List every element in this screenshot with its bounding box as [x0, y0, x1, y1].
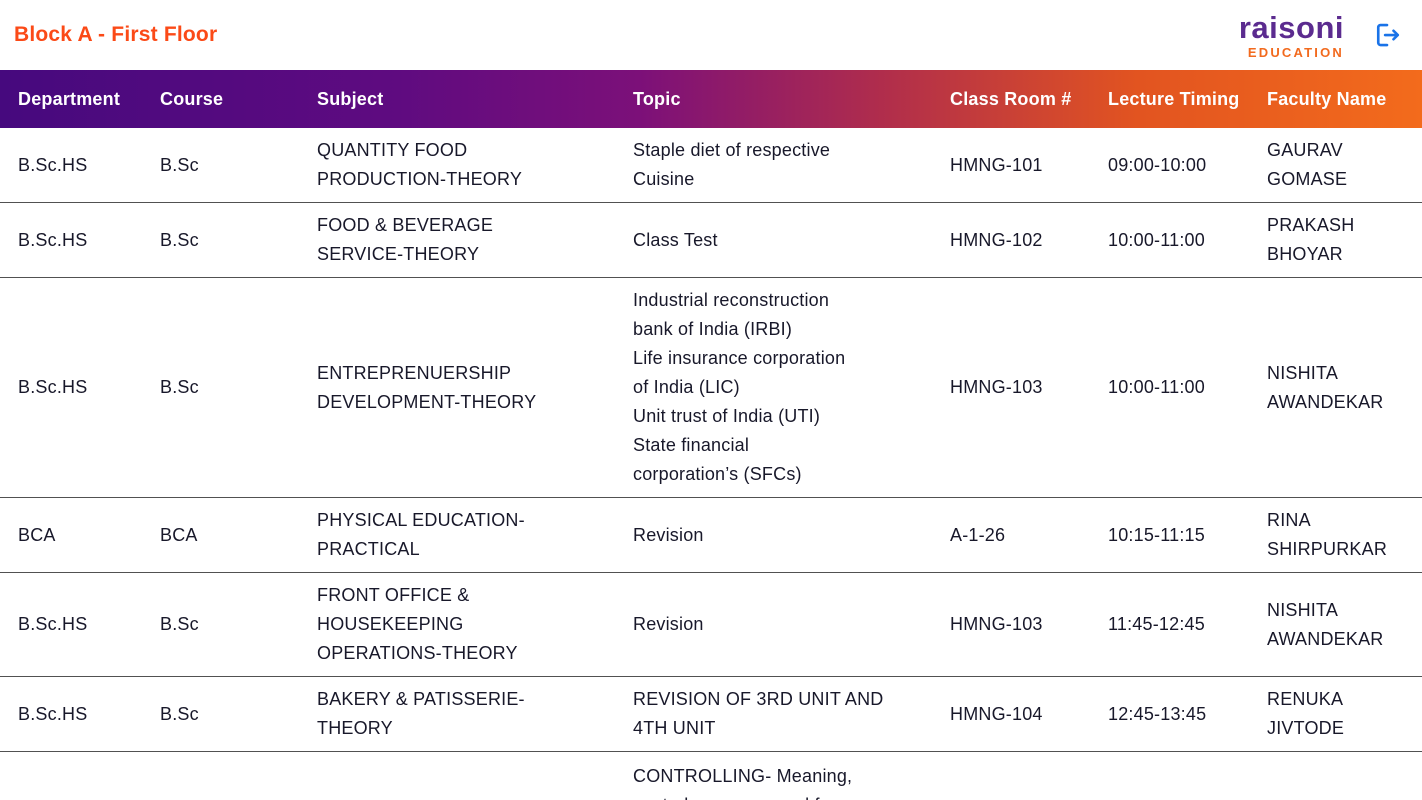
cell-subject: PRINCIPLES OF: [317, 752, 633, 800]
cell-timing: 10:15-11:15: [1108, 524, 1205, 545]
column-header-faculty: Faculty Name: [1267, 88, 1387, 109]
cell-faculty: NISHITA AWANDEKAR: [1267, 362, 1384, 412]
cell-subject: FRONT OFFICE & HOUSEKEEPING OPERATIONS-T…: [317, 585, 518, 663]
top-bar: Block A - First Floor raisoni EDUCATION: [0, 0, 1422, 70]
cell-faculty: NISHITA: [1267, 752, 1422, 800]
cell-room: HMNG-103: [950, 614, 1043, 634]
logout-icon: [1372, 20, 1402, 50]
column-header-topic: Topic: [633, 88, 681, 109]
cell-topic: Revision: [633, 524, 704, 545]
cell-subject: BAKERY & PATISSERIE- THEORY: [317, 689, 525, 738]
schedule-table: Department Course Subject Topic Class Ro…: [0, 70, 1422, 800]
cell-subject: QUANTITY FOOD PRODUCTION-THEORY: [317, 140, 523, 189]
cell-timing: [1108, 752, 1267, 800]
cell-faculty: RENUKA JIVTODE: [1267, 689, 1345, 738]
cell-topic: Revision: [633, 614, 704, 634]
column-header-classroom: Class Room #: [950, 88, 1072, 109]
cell-course: B.Sc: [160, 229, 199, 250]
cell-course: B.Sc: [160, 154, 199, 175]
cell-subject: ENTREPRENUERSHIP DEVELOPMENT-THEORY: [317, 362, 537, 412]
table-row: B.Sc.HS B.Sc FOOD & BEVERAGE SERVICE-THEOR…: [0, 202, 1422, 278]
cell-room: HMNG-102: [950, 229, 1043, 250]
column-header-course: Course: [160, 88, 224, 109]
cell-timing: 10:00-11:00: [1108, 377, 1205, 397]
table-header: Department Course Subject Topic Class Ro…: [0, 70, 1422, 128]
cell-topic: Class Test: [633, 229, 718, 250]
table-header-row: Department Course Subject Topic Class Ro…: [0, 70, 1422, 128]
cell-department: B.Sc.HS: [18, 377, 88, 397]
cell-room: A-1-26: [950, 524, 1006, 545]
cell-department: B.Sc.HS: [18, 229, 88, 250]
cell-faculty: NISHITA AWANDEKAR: [1267, 599, 1384, 649]
cell-subject: PHYSICAL EDUCATION- PRACTICAL: [317, 510, 525, 559]
brand-wordmark: raisoni: [1238, 9, 1344, 45]
cell-topic: REVISION OF 3RD UNIT AND 4TH UNIT: [633, 689, 884, 738]
table-row: B.Sc.HS B.Sc ENTREPRENUERSHIP DEVELOPMENT-…: [0, 277, 1422, 498]
table-row: PRINCIPLES OFCONTROLLING- Meaning, contr…: [0, 751, 1422, 800]
topbar-right: raisoni EDUCATION: [1239, 12, 1404, 59]
column-header-timing: Lecture Timing: [1108, 88, 1240, 109]
cell-department: B.Sc.HS: [18, 703, 88, 724]
column-header-subject: Subject: [317, 88, 384, 109]
table-body: B.Sc.HS B.Sc QUANTITY FOOD PRODUCTION-THEO…: [0, 128, 1422, 800]
table-row: B.Sc.HS B.Sc BAKERY & PATISSERIE- THEORY RE…: [0, 676, 1422, 752]
cell-topic: Industrial reconstruction bank of India …: [633, 290, 846, 484]
page-title: Block A - First Floor: [14, 23, 218, 46]
cell-topic: CONTROLLING- Meaning, control process, n…: [633, 766, 853, 800]
cell-department: BCA: [18, 524, 56, 545]
cell-topic: Staple diet of respective Cuisine: [633, 140, 831, 189]
cell-course: B.Sc: [160, 703, 199, 724]
cell-department: B.Sc.HS: [18, 614, 88, 634]
cell-timing: 12:45-13:45: [1108, 703, 1207, 724]
cell-course: BCA: [160, 524, 198, 545]
cell-room: HMNG-101: [950, 154, 1043, 175]
cell-course: B.Sc: [160, 377, 199, 397]
logout-button[interactable]: [1370, 18, 1404, 52]
brand-logo: raisoni EDUCATION: [1239, 12, 1344, 59]
cell-timing: 11:45-12:45: [1108, 614, 1205, 634]
cell-room: HMNG-104: [950, 703, 1043, 724]
cell-course: [160, 752, 317, 800]
cell-room: HMNG-103: [950, 377, 1043, 397]
table-row: BCA BCA PHYSICAL EDUCATION- PRACTICAL Revis…: [0, 497, 1422, 573]
cell-timing: 09:00-10:00: [1108, 154, 1207, 175]
cell-timing: 10:00-11:00: [1108, 229, 1205, 250]
cell-subject: FOOD & BEVERAGE SERVICE-THEORY: [317, 215, 494, 264]
cell-department: B.Sc.HS: [18, 154, 88, 175]
cell-faculty: PRAKASH BHOYAR: [1267, 215, 1355, 264]
column-header-department: Department: [18, 88, 121, 109]
cell-faculty: RINA SHIRPURKAR: [1267, 510, 1388, 559]
table-row: B.Sc.HS B.Sc FRONT OFFICE & HOUSEKEEPING O…: [0, 572, 1422, 677]
cell-faculty: GAURAV GOMASE: [1267, 140, 1348, 189]
cell-room: [950, 752, 1108, 800]
table-row: B.Sc.HS B.Sc QUANTITY FOOD PRODUCTION-THEO…: [0, 128, 1422, 203]
cell-course: B.Sc: [160, 614, 199, 634]
brand-tagline: EDUCATION: [1247, 44, 1344, 60]
cell-department: [0, 752, 160, 800]
